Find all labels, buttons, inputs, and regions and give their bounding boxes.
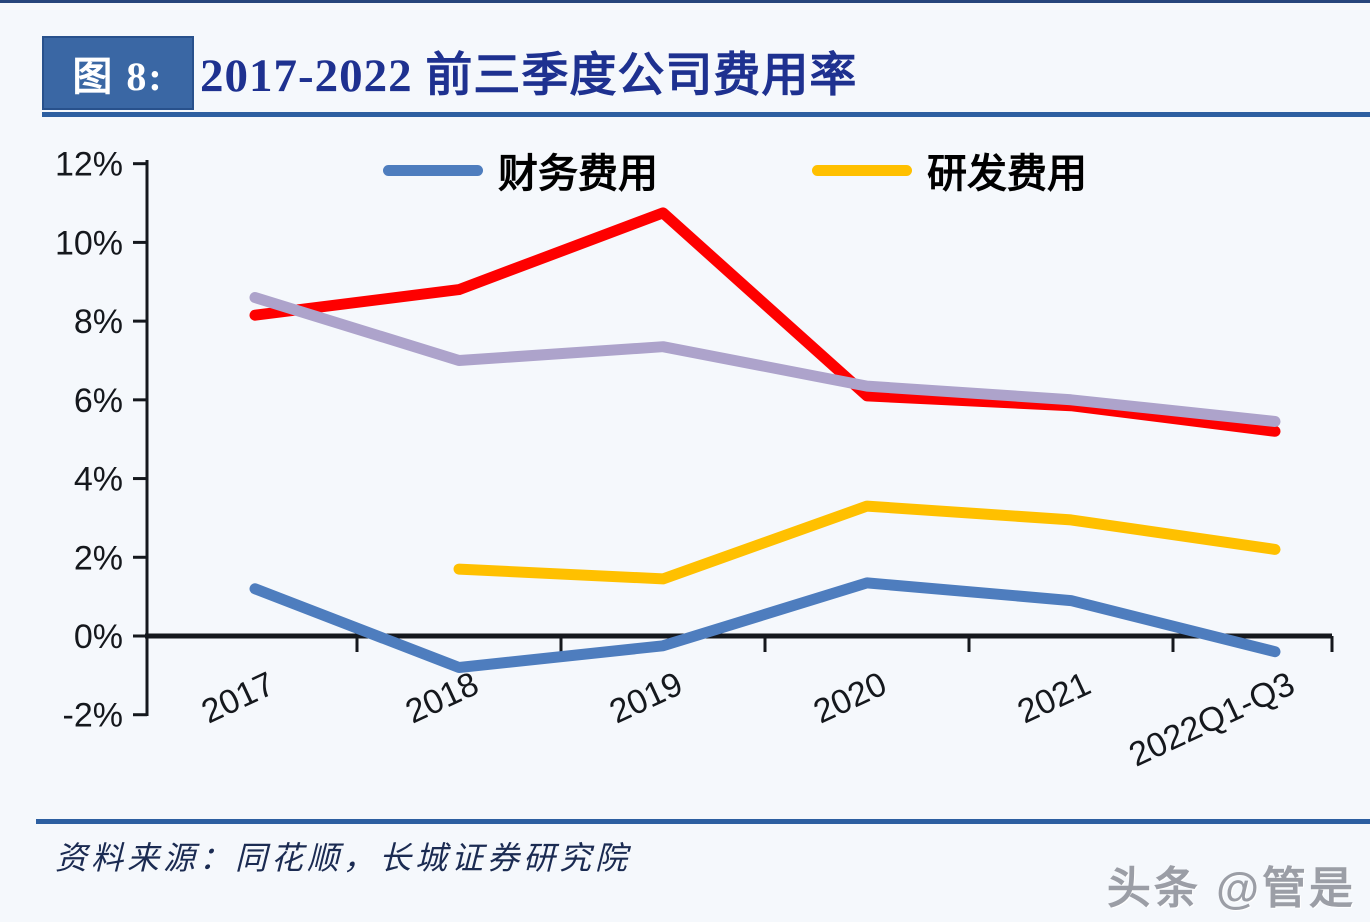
legend-item-financial-expense: 财务费用 bbox=[383, 148, 658, 196]
title-underline bbox=[42, 112, 1370, 117]
svg-text:6%: 6% bbox=[74, 382, 123, 420]
legend-swatch-rd-expense bbox=[812, 164, 912, 176]
svg-text:2019: 2019 bbox=[604, 665, 689, 731]
figure-number-label: 图 8: bbox=[72, 54, 164, 99]
svg-text:2022Q1-Q3: 2022Q1-Q3 bbox=[1123, 665, 1300, 775]
toutiao-watermark: 头条 @管是 bbox=[1106, 864, 1356, 913]
svg-text:4%: 4% bbox=[74, 461, 123, 499]
svg-text:2021: 2021 bbox=[1012, 665, 1097, 731]
svg-text:2017: 2017 bbox=[196, 665, 281, 731]
legend-label-financial-expense: 财务费用 bbox=[498, 152, 658, 196]
svg-text:0%: 0% bbox=[74, 618, 123, 656]
top-border-line bbox=[0, 0, 1370, 3]
legend-item-rd-expense: 研发费用 bbox=[812, 148, 1087, 196]
svg-text:2018: 2018 bbox=[400, 665, 485, 731]
svg-text:2020: 2020 bbox=[808, 665, 893, 731]
source-divider bbox=[36, 819, 1370, 824]
svg-text:12%: 12% bbox=[55, 146, 123, 184]
svg-text:2%: 2% bbox=[74, 539, 123, 577]
svg-text:-2%: -2% bbox=[63, 697, 123, 735]
legend-label-rd-expense: 研发费用 bbox=[927, 152, 1087, 196]
svg-text:8%: 8% bbox=[74, 303, 123, 341]
figure-number-badge: 图 8: bbox=[42, 36, 194, 110]
figure-title: 2017-2022 前三季度公司费用率 bbox=[200, 50, 858, 102]
source-note: 资料来源：同花顺，长城证券研究院 bbox=[55, 840, 632, 876]
svg-text:10%: 10% bbox=[55, 224, 123, 262]
legend-swatch-financial-expense bbox=[383, 164, 483, 176]
